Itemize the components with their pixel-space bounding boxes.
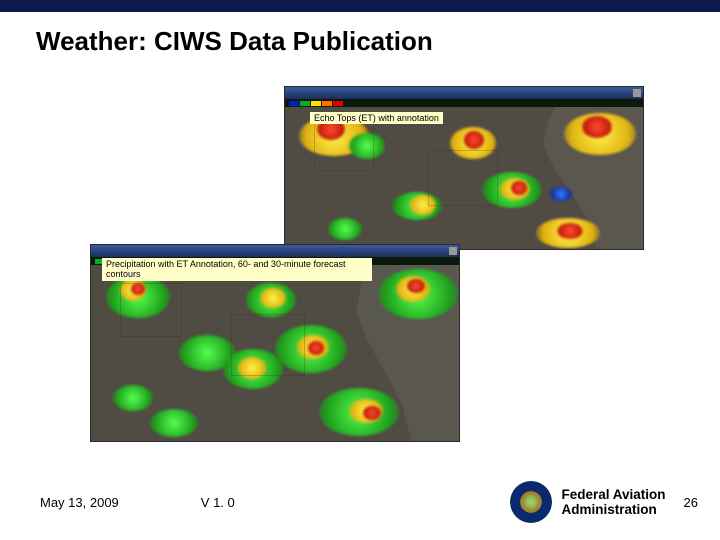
panel-titlebar <box>285 87 643 99</box>
caption-precip: Precipitation with ET Annotation, 60- an… <box>102 258 372 281</box>
faa-seal-icon <box>510 481 552 523</box>
footer-date: May 13, 2009 <box>40 495 119 510</box>
radar-map <box>91 265 459 441</box>
radar-panel-echo-tops <box>284 86 644 250</box>
footer-org: Federal Aviation Administration <box>562 487 666 517</box>
radar-map <box>285 107 643 249</box>
title-bar <box>0 0 720 12</box>
panel-titlebar <box>91 245 459 257</box>
footer-version: V 1. 0 <box>201 495 235 510</box>
footer-org-line2: Administration <box>562 502 666 517</box>
panel-legend <box>285 99 643 107</box>
caption-echo-tops: Echo Tops (ET) with annotation <box>310 112 443 124</box>
footer-org-line1: Federal Aviation <box>562 487 666 502</box>
footer: May 13, 2009 V 1. 0 Federal Aviation Adm… <box>0 478 720 526</box>
slide-title: Weather: CIWS Data Publication <box>0 12 720 57</box>
slide-number: 26 <box>684 495 698 510</box>
